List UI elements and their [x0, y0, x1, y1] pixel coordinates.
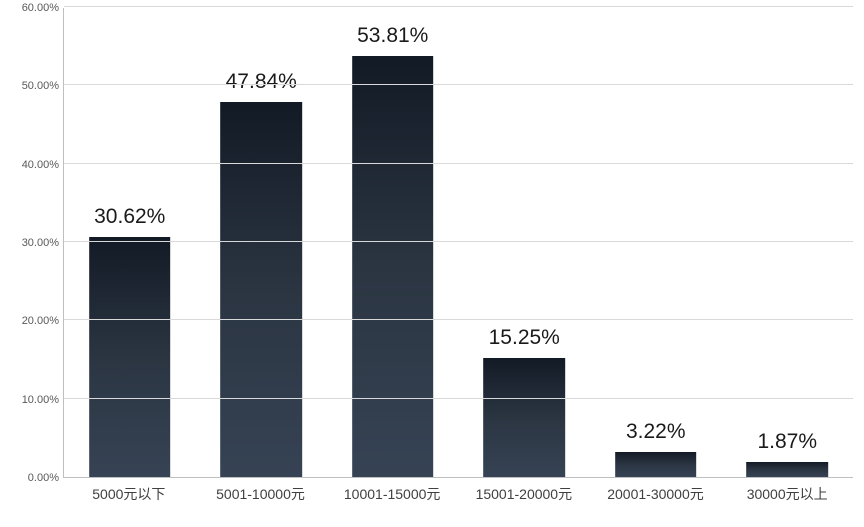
gridline [64, 241, 853, 242]
bar [89, 237, 171, 477]
bar-slot: 30.62% [64, 8, 196, 477]
y-tick-label: 20.00% [4, 315, 59, 327]
bar-slot: 3.22% [590, 8, 722, 477]
bar [615, 452, 697, 477]
bar-value-label: 47.84% [226, 70, 297, 94]
bar-slot: 15.25% [459, 8, 591, 477]
bar [746, 462, 828, 477]
x-tick-label: 30000元以上 [747, 484, 828, 504]
y-tick-label: 60.00% [4, 2, 59, 14]
bar-slot: 1.87% [722, 8, 854, 477]
y-tick-label: 10.00% [4, 394, 59, 406]
gridline [64, 398, 853, 399]
y-tick-label: 0.00% [4, 472, 59, 484]
x-tick-label: 10001-15000元 [344, 484, 441, 504]
bar-value-label: 3.22% [626, 420, 686, 444]
plot-area: 30.62% 47.84% 53.81% 15.25% 3.22% 1.87% [63, 8, 853, 478]
x-tick-label: 15001-20000元 [476, 484, 573, 504]
bar-value-label: 15.25% [489, 326, 560, 350]
bar-value-label: 53.81% [357, 24, 428, 48]
gridline [64, 163, 853, 164]
bar [352, 56, 434, 478]
y-tick-label: 30.00% [4, 237, 59, 249]
x-tick-label: 5001-10000元 [216, 484, 305, 504]
gridline [64, 319, 853, 320]
bar-value-label: 30.62% [94, 205, 165, 229]
bar-slot: 53.81% [327, 8, 459, 477]
bar-slot: 47.84% [196, 8, 328, 477]
bars-group: 30.62% 47.84% 53.81% 15.25% 3.22% 1.87% [64, 8, 853, 477]
bar [220, 102, 302, 477]
y-tick-label: 50.00% [4, 80, 59, 92]
y-tick-label: 40.00% [4, 159, 59, 171]
x-tick-label: 5000元以下 [92, 484, 165, 504]
gridline [64, 6, 853, 7]
bar [483, 358, 565, 477]
x-tick-label: 20001-30000元 [607, 484, 704, 504]
bar-value-label: 1.87% [757, 430, 817, 454]
gridline [64, 84, 853, 85]
bar-chart: 30.62% 47.84% 53.81% 15.25% 3.22% 1.87% 0.00%… [0, 0, 864, 527]
